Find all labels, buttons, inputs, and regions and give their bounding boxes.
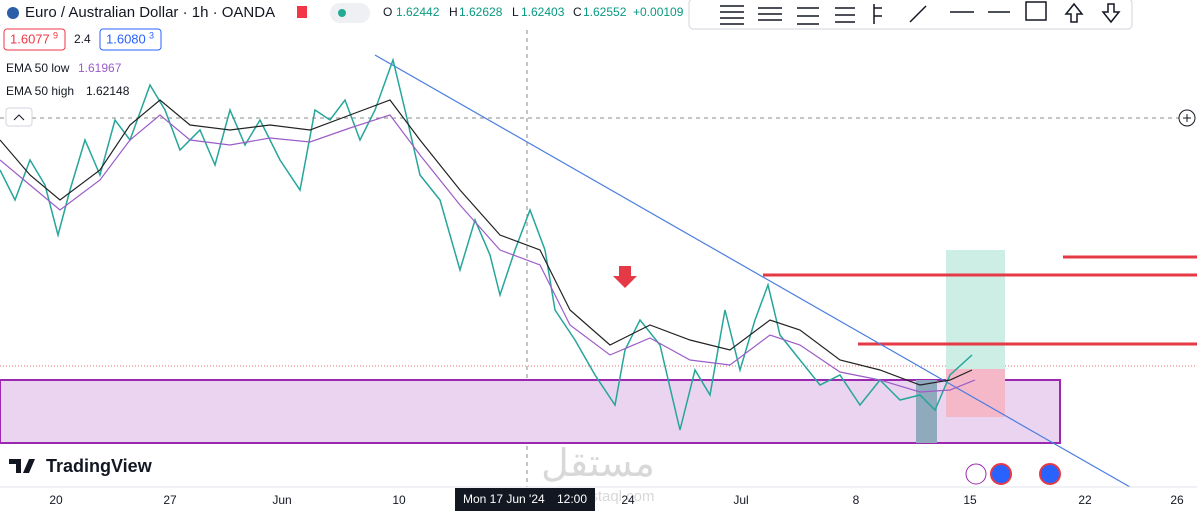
watermark-arabic: مستقل — [541, 443, 655, 485]
symbol: Euro / Australian Dollar · 1h · OANDA — [25, 4, 275, 21]
crosshair-time: 12:00 — [557, 492, 587, 506]
x-tick-label: 10 — [392, 493, 406, 507]
crosshair-label-box — [455, 488, 595, 511]
ohlc-h-label: H — [449, 5, 458, 19]
ema-high — [0, 99, 973, 386]
x-tick-label: 8 — [853, 493, 860, 507]
crosshair-label: Mon 17 Jun '24 — [463, 492, 545, 506]
event-icon[interactable] — [990, 463, 1012, 485]
bid-box[interactable] — [3, 28, 66, 51]
ohlc-c-label: C — [573, 5, 582, 19]
ohlc-l-label: L — [512, 5, 519, 19]
x-tick-label: Jul — [733, 493, 748, 507]
price-path — [0, 57, 973, 431]
event-icon[interactable] — [965, 463, 987, 485]
x-tick-label: 20 — [49, 493, 63, 507]
ask-box[interactable] — [99, 28, 162, 51]
drawing-toolbar — [688, 0, 1133, 30]
status-dot — [338, 9, 346, 17]
x-tick-label: 24 — [621, 493, 635, 507]
indicator-name: EMA 50 low — [6, 61, 70, 75]
ohlc-o: 1.62442 — [396, 5, 440, 19]
ohlc-o-label: O — [383, 5, 392, 19]
ohlc-h: 1.62628 — [459, 5, 503, 19]
entry-zone — [916, 380, 937, 443]
indicator-name: EMA 50 high — [6, 84, 74, 98]
x-tick-label: 22 — [1078, 493, 1092, 507]
ask: 1.6080 — [106, 31, 146, 46]
x-tick-label: 15 — [963, 493, 977, 507]
symbol-icon — [7, 7, 19, 19]
ohlc-l: 1.62403 — [521, 5, 565, 19]
indicator-value: 1.62148 — [86, 84, 130, 98]
toolbar-icons[interactable] — [720, 1, 1121, 25]
trendline — [374, 54, 1131, 488]
bid: 1.6077 — [10, 31, 50, 46]
bid-sup: 9 — [53, 30, 58, 40]
x-tick-label: 26 — [1170, 493, 1184, 507]
brand-logo — [9, 459, 35, 473]
brand: TradingView — [46, 456, 153, 476]
x-tick-label: 27 — [163, 493, 177, 507]
ask-sup: 3 — [149, 30, 154, 40]
status-pill[interactable] — [330, 3, 370, 23]
event-icon[interactable] — [1039, 463, 1061, 485]
ohlc-c: 1.62552 — [583, 5, 627, 19]
spread: 2.4 — [74, 32, 91, 46]
collapse-icon — [13, 114, 25, 121]
ohlc-change: +0.00109 — [633, 5, 684, 19]
target-zone — [946, 250, 1005, 369]
flag[interactable] — [297, 6, 307, 18]
arrow-marker — [613, 266, 637, 288]
collapse-button[interactable] — [5, 107, 33, 127]
support-zone — [0, 379, 1061, 444]
indicator-value: 1.61967 — [78, 61, 122, 75]
add-icon — [1183, 114, 1191, 122]
ema-low — [0, 114, 976, 393]
x-tick-label: Jun — [272, 493, 291, 507]
